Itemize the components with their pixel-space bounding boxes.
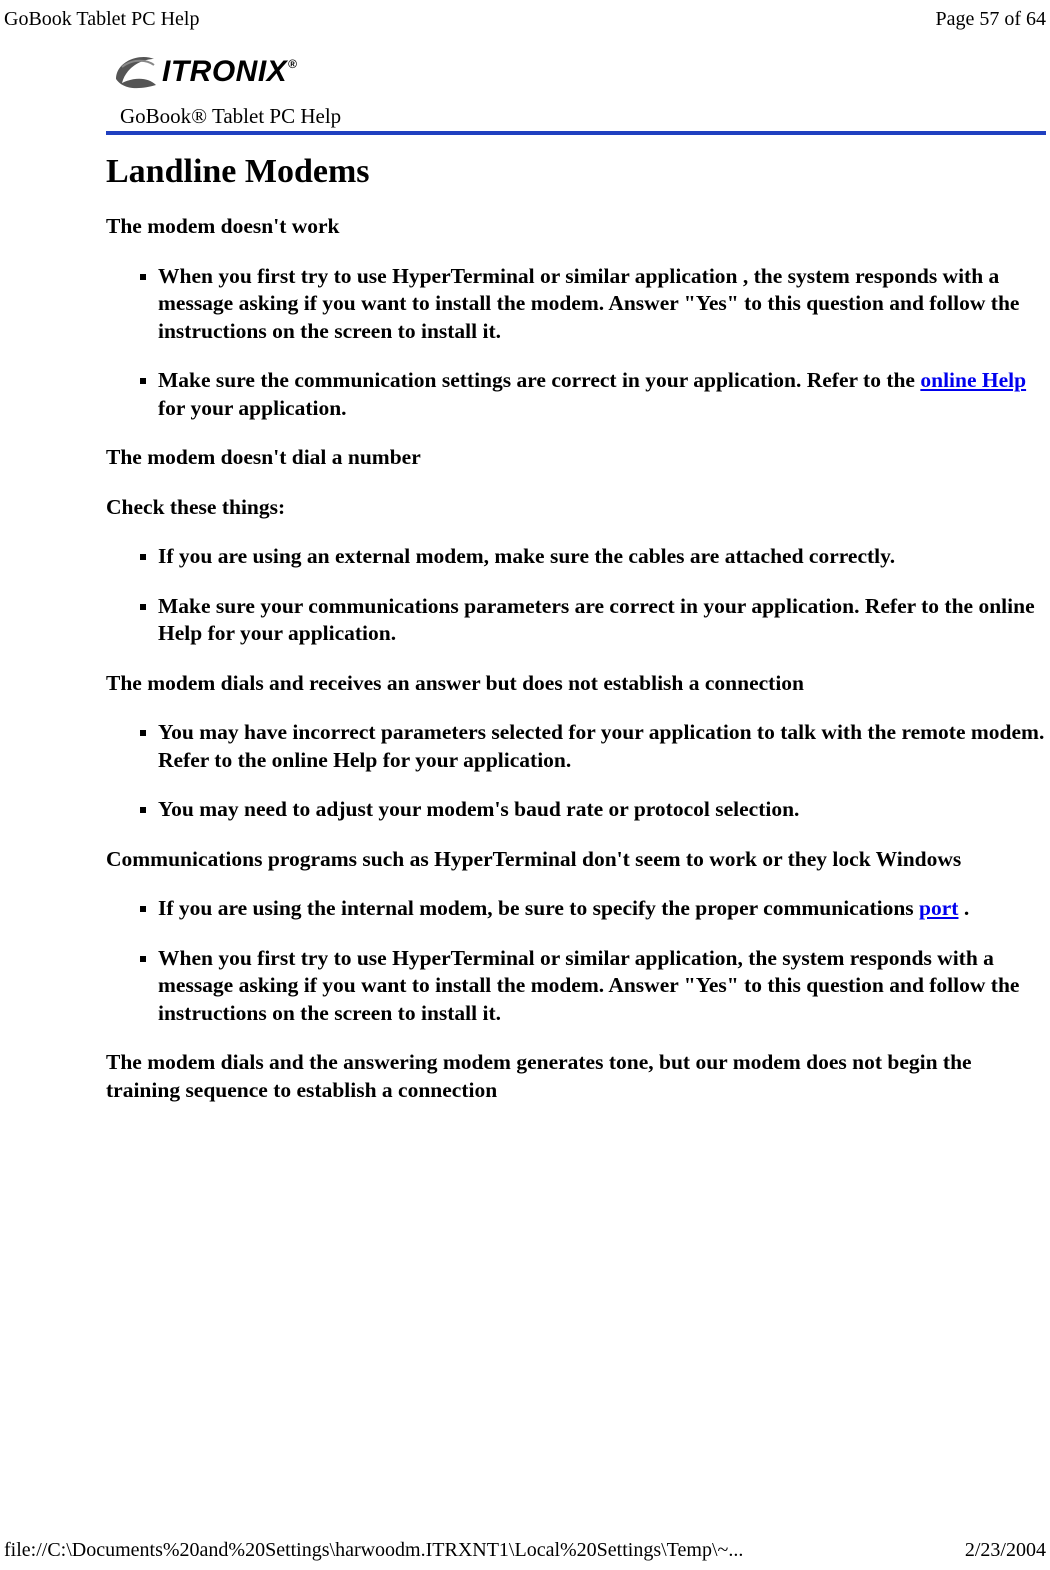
list-item: If you are using an external modem, make… (158, 543, 1046, 571)
bullet-list: When you first try to use HyperTerminal … (106, 263, 1046, 423)
bullet-list: You may have incorrect parameters select… (106, 719, 1046, 824)
brand-name: ITRONIX (162, 55, 287, 89)
header-doc-title: GoBook Tablet PC Help (4, 8, 199, 31)
header-page-number: Page 57 of 64 (935, 8, 1046, 31)
bullet-list: If you are using an external modem, make… (106, 543, 1046, 648)
online-help-link[interactable]: online Help (920, 368, 1026, 392)
list-item: When you first try to use HyperTerminal … (158, 945, 1046, 1028)
section-heading: The modem dials and receives an answer b… (106, 670, 1046, 698)
list-item: If you are using the internal modem, be … (158, 895, 1046, 923)
list-item-text: for your application. (158, 396, 347, 420)
divider-rule (106, 131, 1046, 135)
list-item: When you first try to use HyperTerminal … (158, 263, 1046, 346)
port-link[interactable]: port (919, 896, 958, 920)
brand-logo: ITRONIX ® (106, 44, 1046, 100)
product-line: GoBook® Tablet PC Help (120, 104, 1046, 129)
list-item: You may have incorrect parameters select… (158, 719, 1046, 774)
page: GoBook Tablet PC Help Page 57 of 64 ITRO… (0, 0, 1050, 1570)
section-heading: The modem doesn't work (106, 213, 1046, 241)
registered-mark: ® (288, 57, 297, 71)
footer-file-path: file://C:\Documents%20and%20Settings\har… (4, 1539, 743, 1562)
bullet-list: If you are using the internal modem, be … (106, 895, 1046, 1027)
brand-wordmark: ITRONIX ® (162, 55, 298, 89)
section-heading: The modem dials and the answering modem … (106, 1049, 1046, 1104)
page-title: Landline Modems (106, 153, 1046, 191)
list-item: Make sure the communication settings are… (158, 367, 1046, 422)
footer-date: 2/23/2004 (965, 1539, 1046, 1562)
list-item: Make sure your communications parameters… (158, 593, 1046, 648)
section-heading: The modem doesn't dial a number (106, 444, 1046, 472)
section-heading: Communications programs such as HyperTer… (106, 846, 1046, 874)
content-area: ITRONIX ® GoBook® Tablet PC Help Landlin… (106, 44, 1046, 1104)
globe-swoosh-icon (112, 49, 158, 95)
list-item-text: Make sure the communication settings are… (158, 368, 920, 392)
list-item-text: If you are using the internal modem, be … (158, 896, 919, 920)
list-item-text: . (958, 896, 969, 920)
section-subheading: Check these things: (106, 494, 1046, 522)
list-item: You may need to adjust your modem's baud… (158, 796, 1046, 824)
